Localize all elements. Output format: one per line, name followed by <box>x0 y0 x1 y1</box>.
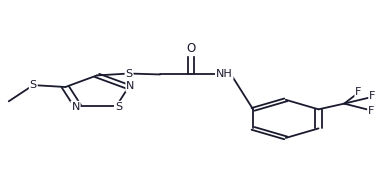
Text: N: N <box>71 102 80 112</box>
Text: O: O <box>186 42 196 55</box>
Text: NH: NH <box>216 69 233 79</box>
Text: F: F <box>368 106 374 116</box>
Text: N: N <box>126 81 135 91</box>
Text: F: F <box>356 87 362 97</box>
Text: S: S <box>30 80 37 90</box>
Text: S: S <box>125 69 133 79</box>
Text: F: F <box>369 91 376 101</box>
Text: S: S <box>115 102 122 112</box>
